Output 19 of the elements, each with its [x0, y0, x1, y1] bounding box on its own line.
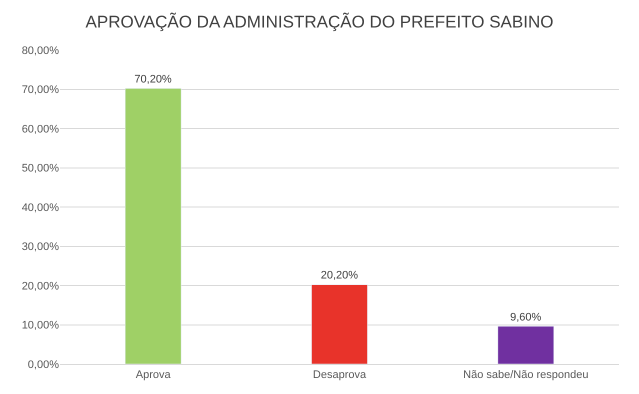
y-tick-label: 30,00% — [22, 241, 60, 254]
x-tick-label: Não sabe/Não respondeu — [463, 369, 589, 382]
x-tick-label: Desaprova — [312, 369, 367, 382]
y-tick-label: 60,00% — [22, 123, 60, 136]
bar — [311, 284, 368, 364]
chart-title: APROVAÇÃO DA ADMINISTRAÇÃO DO PREFEITO SABINO — [86, 12, 554, 32]
data-label: 70,20% — [134, 73, 172, 86]
y-tick-label: 10,00% — [22, 320, 60, 332]
data-label: 9,60% — [510, 311, 542, 324]
data-label: 20,20% — [320, 270, 358, 282]
x-tick-label: Aprova — [136, 369, 172, 382]
y-tick-label: 70,00% — [22, 84, 60, 96]
bar — [124, 88, 182, 364]
y-tick-label: 50,00% — [22, 162, 60, 175]
y-tick-label: 0,00% — [28, 358, 60, 371]
bar — [498, 326, 554, 364]
y-tick-label: 40,00% — [22, 202, 60, 214]
y-tick-label: 20,00% — [22, 280, 60, 292]
y-tick-label: 80,00% — [22, 44, 60, 57]
